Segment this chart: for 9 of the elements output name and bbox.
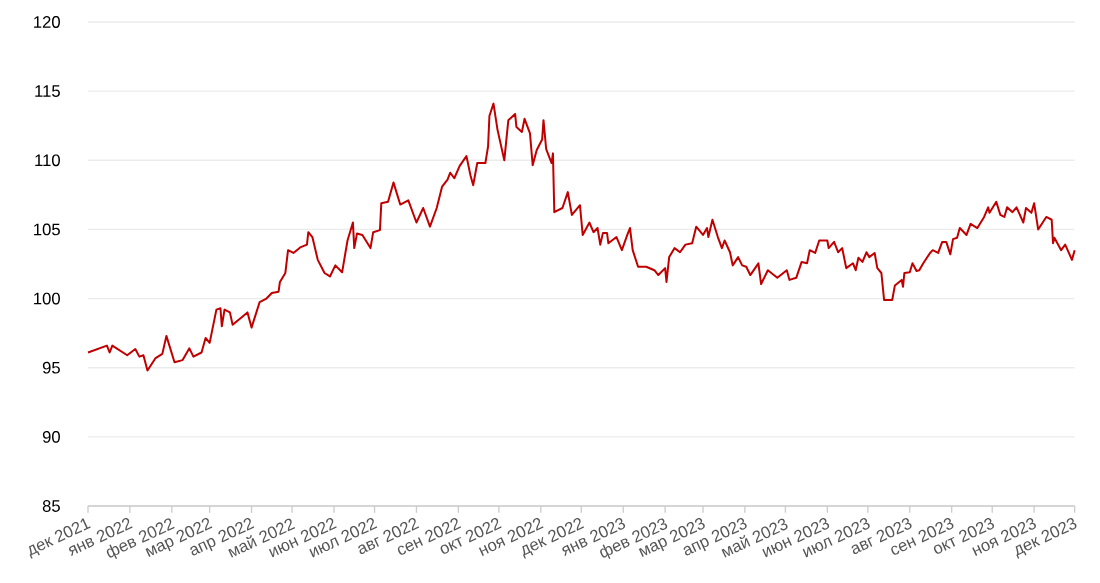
y-tick-label: 95 [42, 361, 60, 374]
y-tick-label: 90 [42, 430, 60, 443]
line-series [87, 102, 1076, 372]
y-tick-label: 100 [34, 292, 60, 305]
y-tick-label: 115 [35, 85, 60, 97]
y-tick-label: 110 [35, 154, 60, 167]
y-tick-label: 120 [34, 16, 60, 28]
y-tick-label: 85 [42, 500, 60, 512]
y-tick-label: 105 [34, 223, 60, 236]
